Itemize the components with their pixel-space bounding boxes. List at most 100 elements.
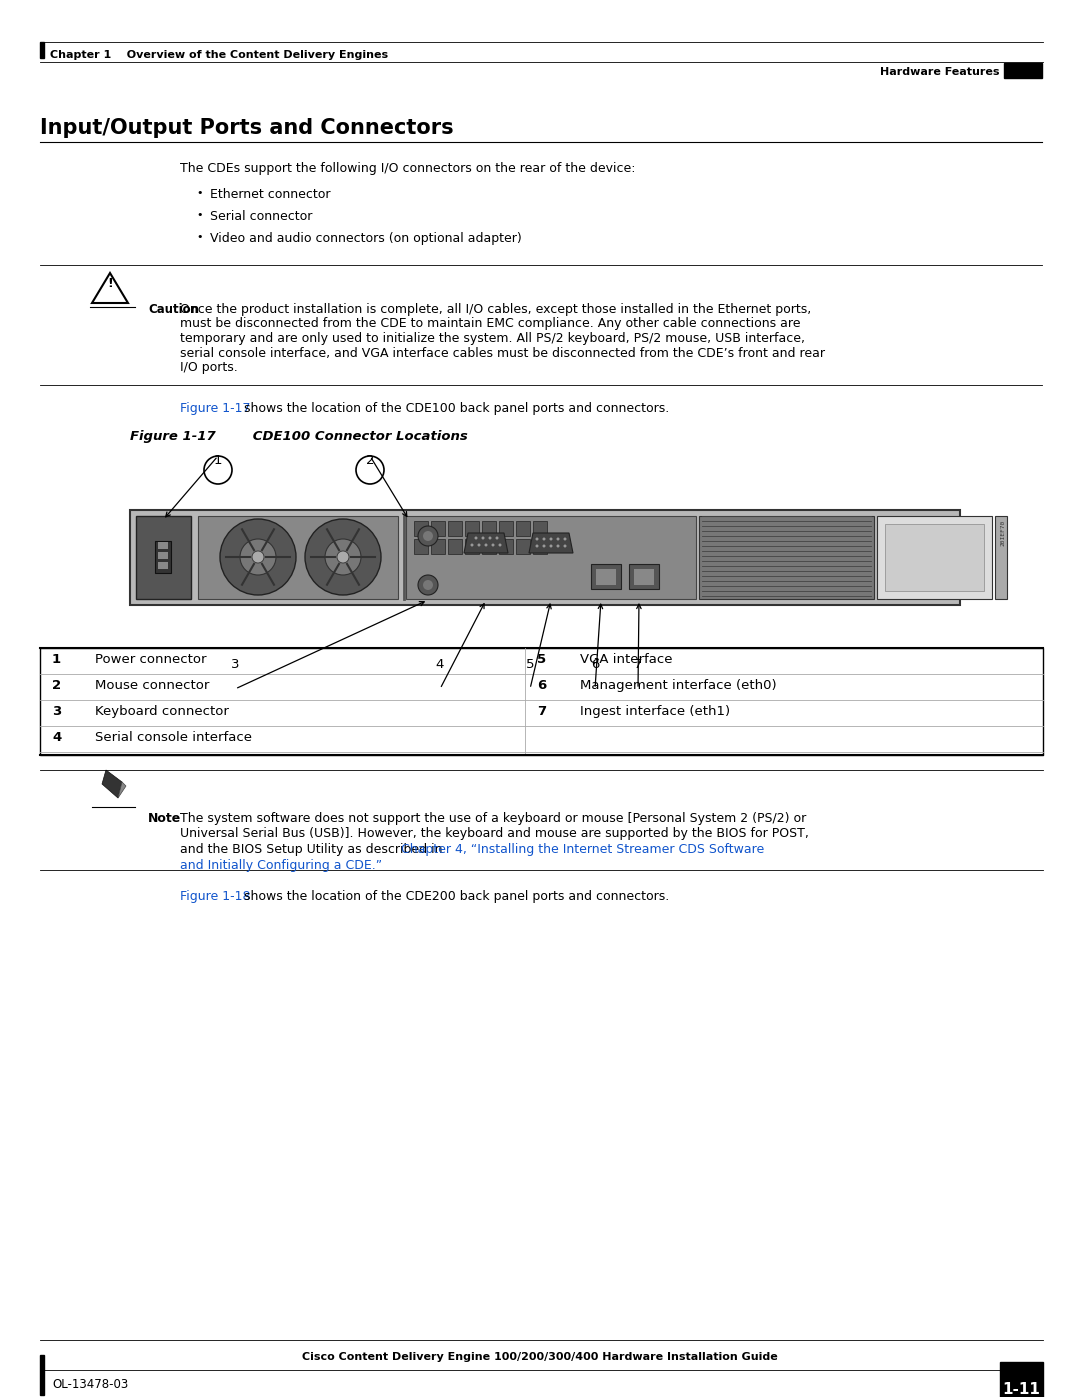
- Circle shape: [305, 520, 381, 595]
- Polygon shape: [102, 770, 122, 798]
- Circle shape: [624, 661, 652, 689]
- Text: Universal Serial Bus (USB)]. However, the keyboard and mouse are supported by th: Universal Serial Bus (USB)]. However, th…: [180, 827, 809, 841]
- Bar: [877, 515, 993, 599]
- Circle shape: [516, 661, 544, 689]
- Text: Video and audio connectors (on optional adapter): Video and audio connectors (on optional …: [210, 232, 522, 244]
- Circle shape: [418, 576, 438, 595]
- Text: •: •: [195, 210, 203, 219]
- Circle shape: [550, 538, 553, 541]
- Bar: [414, 539, 428, 555]
- Circle shape: [496, 536, 499, 539]
- Text: and Initially Configuring a CDE.”: and Initially Configuring a CDE.”: [180, 859, 382, 872]
- Circle shape: [471, 543, 473, 546]
- Circle shape: [536, 545, 539, 548]
- Bar: [591, 564, 621, 590]
- FancyBboxPatch shape: [130, 510, 960, 605]
- Text: Mouse connector: Mouse connector: [95, 679, 210, 692]
- Text: 3: 3: [231, 658, 240, 672]
- Text: Chapter 4, “Installing the Internet Streamer CDS Software: Chapter 4, “Installing the Internet Stre…: [402, 842, 765, 856]
- Bar: [448, 521, 462, 536]
- Text: Chapter 1    Overview of the Content Delivery Engines: Chapter 1 Overview of the Content Delive…: [50, 50, 388, 60]
- Bar: [1004, 63, 1042, 78]
- Circle shape: [542, 538, 545, 541]
- Bar: [465, 521, 480, 536]
- Text: 5: 5: [526, 658, 535, 672]
- Circle shape: [550, 545, 553, 548]
- Text: •: •: [195, 189, 203, 198]
- Circle shape: [356, 455, 384, 483]
- Circle shape: [240, 539, 276, 576]
- Text: and the BIOS Setup Utility as described in: and the BIOS Setup Utility as described …: [180, 842, 446, 856]
- Bar: [158, 542, 168, 549]
- Polygon shape: [529, 534, 573, 553]
- Text: Caution: Caution: [148, 303, 199, 316]
- Circle shape: [426, 661, 454, 689]
- Bar: [1000, 1362, 1043, 1397]
- Polygon shape: [118, 782, 126, 798]
- Text: Figure 1-18: Figure 1-18: [180, 890, 251, 902]
- Text: must be disconnected from the CDE to maintain EMC compliance. Any other cable co: must be disconnected from the CDE to mai…: [180, 317, 800, 331]
- Bar: [414, 521, 428, 536]
- Text: temporary and are only used to initialize the system. All PS/2 keyboard, PS/2 mo: temporary and are only used to initializ…: [180, 332, 805, 345]
- Text: •: •: [195, 232, 203, 242]
- Circle shape: [499, 543, 501, 546]
- Text: The CDEs support the following I/O connectors on the rear of the device:: The CDEs support the following I/O conne…: [180, 162, 635, 175]
- Text: 20IEF70: 20IEF70: [1000, 520, 1005, 546]
- Bar: [431, 521, 445, 536]
- Text: 3: 3: [52, 705, 62, 718]
- Circle shape: [337, 550, 349, 563]
- Text: 6: 6: [537, 679, 546, 692]
- Text: 1: 1: [214, 454, 222, 467]
- Text: Input/Output Ports and Connectors: Input/Output Ports and Connectors: [40, 117, 454, 138]
- Circle shape: [564, 538, 567, 541]
- Text: 5: 5: [537, 652, 546, 666]
- Text: 7: 7: [634, 658, 643, 672]
- Circle shape: [477, 543, 481, 546]
- Circle shape: [220, 520, 296, 595]
- Circle shape: [482, 536, 485, 539]
- Bar: [995, 515, 1007, 599]
- Bar: [40, 1355, 44, 1396]
- Bar: [406, 515, 696, 599]
- Bar: [198, 515, 399, 599]
- Text: Power connector: Power connector: [95, 652, 206, 666]
- Text: 4: 4: [436, 658, 444, 672]
- Circle shape: [221, 661, 249, 689]
- Text: VGA interface: VGA interface: [580, 652, 673, 666]
- Bar: [431, 539, 445, 555]
- Bar: [40, 648, 1043, 754]
- Text: 2: 2: [366, 454, 375, 467]
- Text: OL-13478-03: OL-13478-03: [52, 1377, 129, 1391]
- Circle shape: [488, 536, 491, 539]
- Circle shape: [491, 543, 495, 546]
- Text: Once the product installation is complete, all I/O cables, except those installe: Once the product installation is complet…: [180, 303, 811, 316]
- Circle shape: [418, 527, 438, 546]
- Text: serial console interface, and VGA interface cables must be disconnected from the: serial console interface, and VGA interf…: [180, 346, 825, 359]
- Circle shape: [581, 661, 609, 689]
- Bar: [516, 539, 530, 555]
- Text: !: !: [107, 277, 113, 291]
- Text: 7: 7: [537, 705, 546, 718]
- Bar: [448, 539, 462, 555]
- Text: 6: 6: [591, 658, 599, 672]
- Bar: [499, 521, 513, 536]
- Text: Hardware Features: Hardware Features: [880, 67, 1000, 77]
- Text: Figure 1-17        CDE100 Connector Locations: Figure 1-17 CDE100 Connector Locations: [130, 430, 468, 443]
- Bar: [465, 539, 480, 555]
- Circle shape: [423, 531, 433, 541]
- Polygon shape: [464, 534, 508, 553]
- Circle shape: [556, 538, 559, 541]
- Bar: [482, 521, 496, 536]
- Text: Ethernet connector: Ethernet connector: [210, 189, 330, 201]
- Circle shape: [564, 545, 567, 548]
- Text: Serial connector: Serial connector: [210, 210, 312, 224]
- Text: Management interface (eth0): Management interface (eth0): [580, 679, 777, 692]
- Text: I/O ports.: I/O ports.: [180, 360, 238, 374]
- Bar: [516, 521, 530, 536]
- Text: Note: Note: [148, 812, 181, 826]
- Bar: [699, 515, 874, 599]
- Bar: [136, 515, 191, 599]
- Bar: [634, 569, 654, 585]
- Circle shape: [423, 580, 433, 590]
- Text: Figure 1-17: Figure 1-17: [180, 402, 251, 415]
